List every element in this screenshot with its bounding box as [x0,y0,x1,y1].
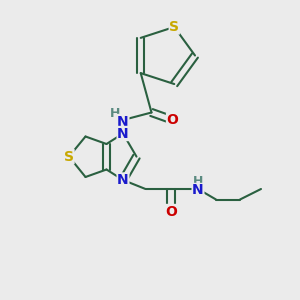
Text: S: S [169,20,179,34]
Text: N: N [192,184,204,197]
Text: H: H [193,175,203,188]
Text: O: O [167,113,178,127]
Text: H: H [110,107,120,120]
Text: S: S [64,150,74,164]
Text: O: O [165,205,177,218]
Text: N: N [117,173,129,187]
Text: N: N [117,115,129,128]
Text: N: N [117,127,129,140]
